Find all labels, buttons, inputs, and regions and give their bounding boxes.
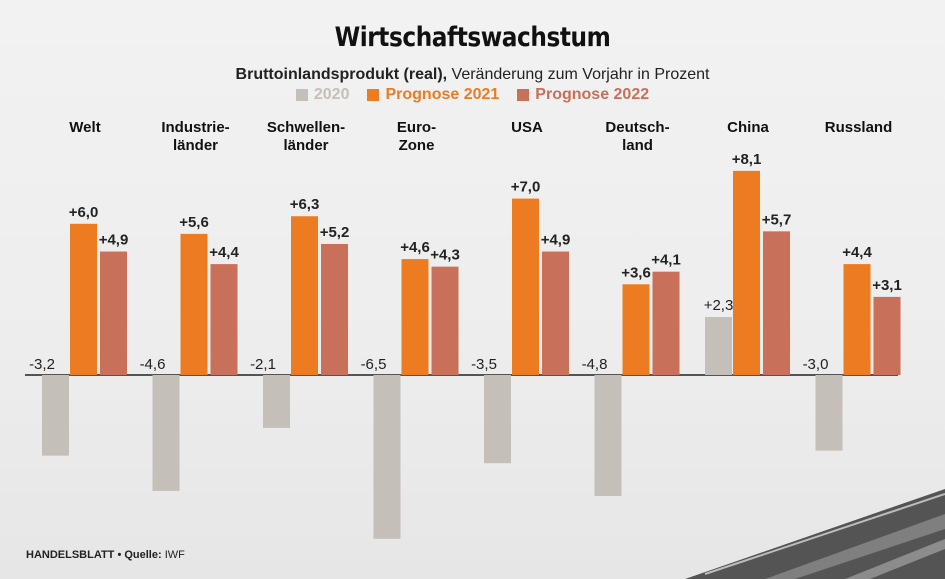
bar-prognose-2021 xyxy=(512,198,539,375)
category-label: Schwellen- xyxy=(267,119,345,136)
data-label: -3,2 xyxy=(29,356,55,373)
legend-item-2020: 2020 xyxy=(295,86,350,104)
data-label: +4,1 xyxy=(651,252,681,269)
bar-2020 xyxy=(263,375,290,428)
category-label: Welt xyxy=(69,119,100,136)
bar-2020 xyxy=(152,375,180,491)
chart-title: Wirtschaftswachstum xyxy=(334,22,611,53)
category-label: Euro- xyxy=(397,119,436,136)
bar-prognose-2022 xyxy=(873,296,901,375)
bar-prognose-2022 xyxy=(542,251,569,375)
data-label: -3,5 xyxy=(471,356,497,373)
background-steel-decoration xyxy=(685,489,945,579)
data-label: +3,6 xyxy=(621,264,651,281)
data-label: +4,4 xyxy=(842,244,872,261)
bar-2020 xyxy=(815,375,843,451)
category-label: Deutsch- xyxy=(605,119,669,136)
data-label: -2,1 xyxy=(250,356,276,373)
legend-swatch-2022 xyxy=(517,89,530,101)
bar-prognose-2021 xyxy=(401,259,429,375)
bar-prognose-2021 xyxy=(733,170,760,375)
data-label: +5,2 xyxy=(320,224,350,241)
bar-prognose-2022 xyxy=(431,266,459,375)
legend-label-2022: Prognose 2022 xyxy=(535,86,650,103)
data-label: -4,6 xyxy=(140,356,166,373)
bar-2020 xyxy=(373,375,401,539)
data-label: +6,0 xyxy=(69,204,99,221)
bar-prognose-2022 xyxy=(321,243,348,375)
bar-2020 xyxy=(594,375,622,496)
category-label: Russland xyxy=(825,119,893,136)
bar-prognose-2021 xyxy=(291,216,318,375)
legend-item-2022: Prognose 2022 xyxy=(517,86,649,104)
category-label: China xyxy=(727,119,769,136)
bar-prognose-2022 xyxy=(100,251,127,375)
data-label: +7,0 xyxy=(511,179,541,196)
data-label: -3,0 xyxy=(803,356,829,373)
data-label: +6,3 xyxy=(290,196,320,213)
bar-prognose-2022 xyxy=(763,231,790,375)
bar-prognose-2021 xyxy=(180,233,208,375)
data-label: +5,7 xyxy=(762,211,792,228)
legend-item-2021: Prognose 2021 xyxy=(367,86,499,104)
data-label: +2,3 xyxy=(704,297,734,314)
data-label: +5,6 xyxy=(179,214,209,231)
footer-source: HANDELSBLATT • Quelle: IWF xyxy=(26,549,185,561)
legend-label-2021: Prognose 2021 xyxy=(385,86,500,103)
data-label: +4,9 xyxy=(99,232,129,249)
data-label: +4,3 xyxy=(430,247,460,264)
bar-2020 xyxy=(484,375,511,464)
category-label: land xyxy=(622,137,653,154)
legend-swatch-2020 xyxy=(295,89,308,101)
bar-prognose-2022 xyxy=(210,264,238,375)
data-label: +4,9 xyxy=(541,232,571,249)
category-label: Zone xyxy=(399,137,435,154)
bar-prognose-2022 xyxy=(652,271,680,375)
bar-2020 xyxy=(42,375,69,456)
data-label: +4,6 xyxy=(400,239,430,256)
category-label: länder xyxy=(173,137,218,154)
data-label: +3,1 xyxy=(872,277,902,294)
category-label: USA xyxy=(511,119,543,136)
bar-prognose-2021 xyxy=(843,264,871,375)
legend-swatch-2021 xyxy=(367,89,380,101)
bar-prognose-2021 xyxy=(622,284,650,375)
subtitle-rest: Veränderung zum Vorjahr in Prozent xyxy=(447,66,710,83)
category-label: Industrie- xyxy=(161,119,229,136)
bar-2020 xyxy=(705,317,732,375)
data-label: -4,8 xyxy=(582,356,608,373)
footer-source-label: HANDELSBLATT • Quelle: xyxy=(26,549,162,561)
chart-subtitle: Bruttoinlandsprodukt (real), Veränderung… xyxy=(0,66,945,84)
subtitle-bold: Bruttoinlandsprodukt (real), xyxy=(235,66,448,83)
data-label: +4,4 xyxy=(209,244,239,261)
legend: 2020 Prognose 2021 Prognose 2022 xyxy=(0,86,945,104)
bar-prognose-2021 xyxy=(70,223,97,375)
data-label: -6,5 xyxy=(361,356,387,373)
legend-label-2020: 2020 xyxy=(313,86,350,103)
footer-source-name: IWF xyxy=(161,549,185,561)
category-label: länder xyxy=(283,137,328,154)
data-label: +8,1 xyxy=(732,151,762,168)
